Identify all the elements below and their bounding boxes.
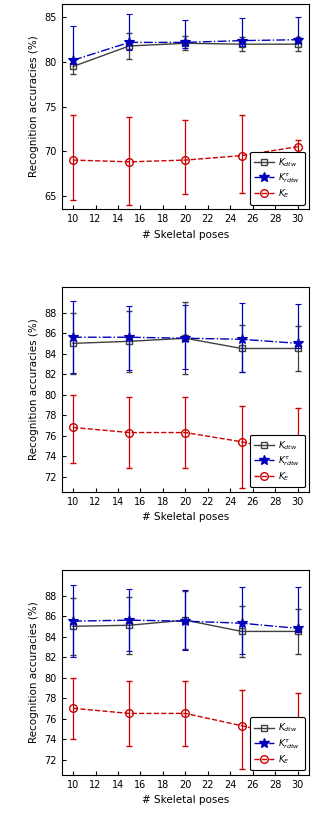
Y-axis label: Recognition accuracies (%): Recognition accuracies (%) — [29, 318, 39, 461]
Legend: $K_{dtw}$, $K^{\tau}_{rdtw}$, $K_E$: $K_{dtw}$, $K^{\tau}_{rdtw}$, $K_E$ — [250, 717, 305, 770]
Y-axis label: Recognition accuracies (%): Recognition accuracies (%) — [29, 36, 39, 177]
X-axis label: # Skeletal poses: # Skeletal poses — [142, 795, 229, 805]
Legend: $K_{dtw}$, $K^{\tau}_{rdtw}$, $K_E$: $K_{dtw}$, $K^{\tau}_{rdtw}$, $K_E$ — [250, 435, 305, 488]
X-axis label: # Skeletal poses: # Skeletal poses — [142, 513, 229, 523]
Y-axis label: Recognition accuracies (%): Recognition accuracies (%) — [29, 602, 39, 743]
X-axis label: # Skeletal poses: # Skeletal poses — [142, 230, 229, 239]
Legend: $K_{dtw}$, $K^{\tau}_{rdtw}$, $K_E$: $K_{dtw}$, $K^{\tau}_{rdtw}$, $K_E$ — [250, 151, 305, 204]
